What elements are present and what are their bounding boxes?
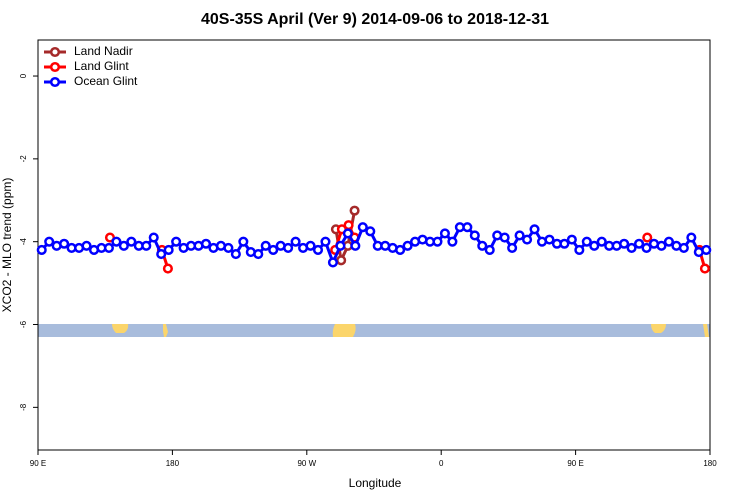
- point: [59, 238, 70, 249]
- point: [350, 240, 361, 251]
- point: [148, 232, 159, 243]
- point: [335, 240, 346, 251]
- point: [343, 220, 354, 231]
- point: [514, 230, 525, 241]
- point: [103, 242, 114, 253]
- point: [36, 244, 47, 256]
- point: [544, 234, 555, 245]
- point: [686, 232, 697, 243]
- point: [126, 236, 137, 247]
- y-axis-label: XCO2 - MLO trend (ppm): [0, 178, 14, 313]
- point: [596, 236, 607, 247]
- point: [283, 242, 294, 253]
- point: [162, 263, 173, 274]
- point: [156, 249, 167, 260]
- point: [141, 240, 152, 251]
- x-tick-label: 90 W: [297, 459, 316, 468]
- point: [699, 263, 710, 274]
- legend-label: Ocean Glint: [74, 74, 138, 88]
- point: [642, 232, 653, 243]
- legend-label: Land Glint: [74, 59, 129, 73]
- x-tick-label: 180: [166, 459, 180, 468]
- point: [619, 238, 630, 249]
- point: [529, 224, 540, 235]
- point: [574, 244, 585, 256]
- legend-label: Land Nadir: [74, 44, 133, 58]
- chart-title: 40S-35S April (Ver 9) 2014-09-06 to 2018…: [201, 11, 549, 28]
- point: [559, 238, 570, 249]
- point: [163, 244, 174, 256]
- legend-marker: [49, 46, 61, 58]
- point: [701, 244, 712, 256]
- legend-marker: [49, 76, 61, 88]
- point: [499, 232, 510, 243]
- point: [439, 228, 450, 239]
- point: [327, 257, 338, 268]
- point: [663, 236, 674, 247]
- point: [432, 236, 443, 247]
- point: [641, 242, 652, 253]
- point: [678, 242, 689, 253]
- point: [522, 234, 533, 245]
- point: [290, 236, 301, 247]
- point: [589, 240, 600, 251]
- y-tick-label: -2: [19, 155, 28, 163]
- point: [111, 236, 122, 247]
- point: [477, 240, 488, 251]
- point: [484, 244, 495, 256]
- legend-marker: [49, 61, 61, 73]
- point: [365, 226, 376, 237]
- point: [357, 222, 368, 233]
- point: [634, 238, 645, 249]
- plot-frame: [37, 39, 711, 451]
- y-tick-label: -8: [19, 403, 28, 411]
- x-tick-label: 180: [703, 459, 717, 468]
- point: [118, 240, 129, 251]
- y-tick-label: -4: [19, 238, 28, 246]
- point: [507, 242, 518, 253]
- point: [656, 240, 667, 251]
- point: [336, 255, 347, 266]
- point: [268, 244, 279, 256]
- point: [626, 242, 637, 253]
- point: [581, 236, 592, 247]
- point: [253, 249, 264, 260]
- point: [566, 234, 577, 245]
- y-tick-label: 0: [19, 73, 28, 78]
- point: [469, 230, 480, 241]
- land-strip: [38, 324, 710, 337]
- point: [312, 244, 324, 256]
- point: [342, 228, 353, 239]
- point: [402, 240, 413, 251]
- point: [171, 236, 182, 247]
- x-tick-label: 90 E: [567, 459, 583, 468]
- x-axis-label: Longitude: [349, 476, 402, 490]
- point: [230, 249, 241, 260]
- y-tick-label: -6: [19, 320, 28, 328]
- point: [447, 236, 458, 247]
- point: [238, 236, 249, 247]
- point: [44, 236, 55, 247]
- point: [81, 240, 92, 251]
- point: [200, 238, 212, 249]
- point: [462, 222, 473, 233]
- point: [260, 240, 271, 251]
- point: [320, 236, 331, 247]
- x-tick-label: 0: [439, 459, 444, 468]
- point: [349, 205, 360, 216]
- point: [395, 244, 406, 256]
- x-tick-label: 90 E: [30, 459, 46, 468]
- point: [305, 240, 316, 251]
- point: [223, 242, 234, 253]
